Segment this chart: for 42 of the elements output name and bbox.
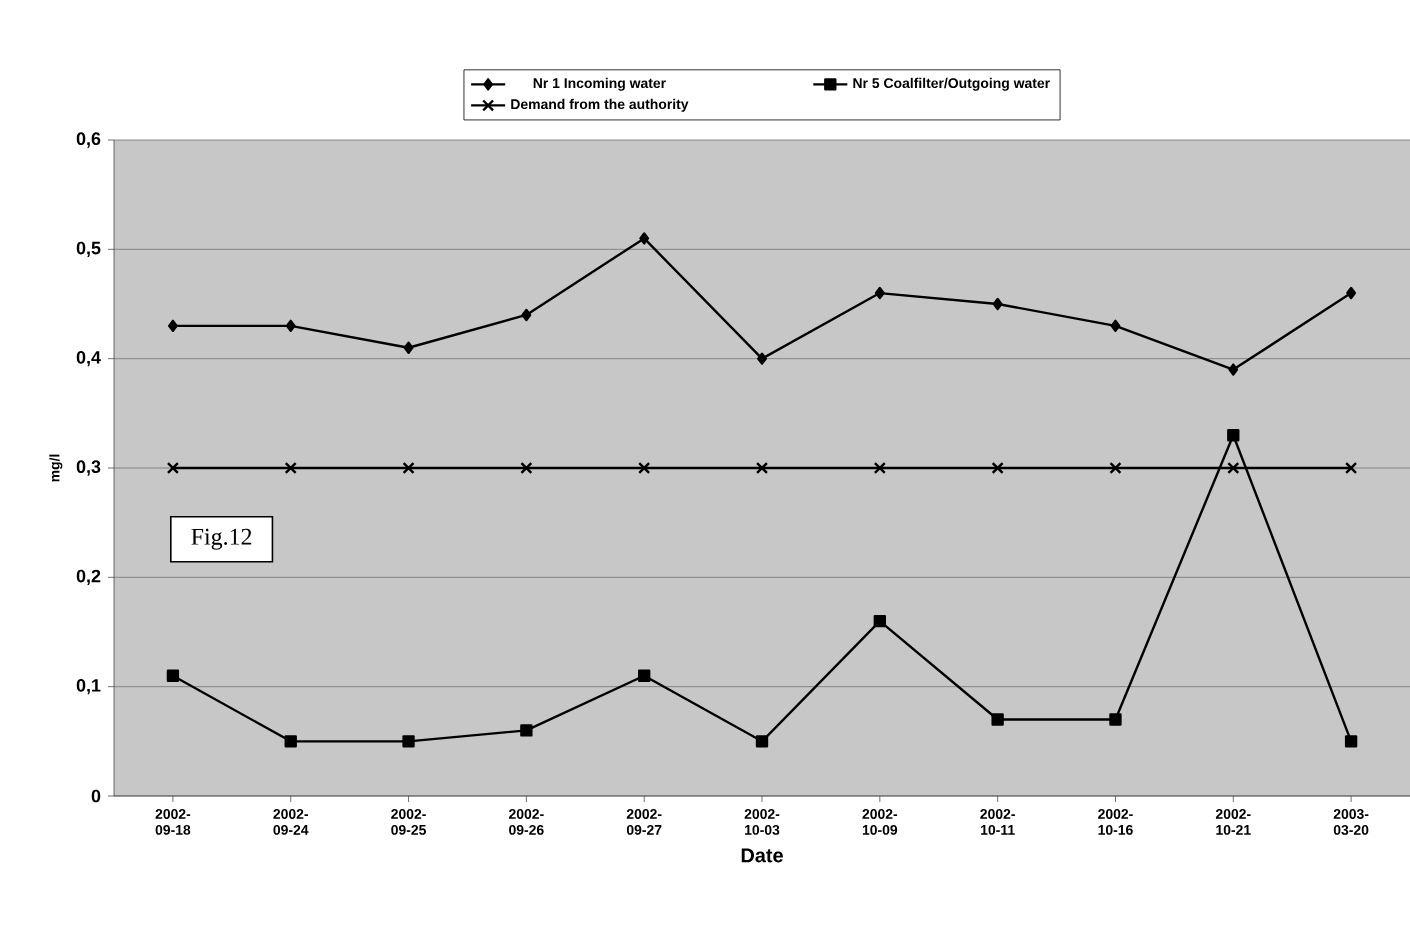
point (639, 232, 650, 245)
point (1344, 735, 1358, 748)
point (1109, 461, 1122, 475)
point (757, 352, 767, 365)
point (521, 308, 532, 322)
point (1228, 363, 1239, 376)
y-tick-label: 0,2 (76, 569, 101, 585)
point (991, 461, 1004, 475)
point (1109, 713, 1122, 726)
point (873, 461, 886, 475)
point (403, 341, 414, 354)
point (638, 461, 651, 475)
annotation: Fig.12 (191, 528, 252, 550)
point (284, 461, 297, 475)
point (991, 713, 1004, 726)
y-tick-label: 0,3 (76, 460, 101, 476)
point (1346, 286, 1357, 300)
point (402, 735, 415, 748)
y-tick-label: 0,4 (76, 351, 101, 367)
point (520, 461, 533, 475)
point (1344, 461, 1358, 475)
point (755, 461, 769, 475)
y-tick-label: 0,6 (76, 132, 101, 148)
point (167, 319, 178, 333)
point (992, 297, 1003, 311)
x-axis-title: Date (741, 848, 783, 863)
point (166, 669, 180, 682)
point (166, 461, 180, 475)
point (402, 461, 415, 475)
point (874, 286, 885, 300)
y-tick-label: 0,1 (76, 679, 101, 695)
point (285, 319, 296, 333)
y-tick-label: 0,5 (76, 241, 101, 257)
point (638, 669, 651, 682)
point (284, 735, 297, 748)
y-tick-label: 0 (91, 789, 101, 803)
point (1227, 461, 1240, 475)
point (1227, 429, 1240, 442)
point (873, 614, 887, 628)
point (1110, 319, 1121, 333)
point (755, 735, 769, 748)
point (520, 724, 533, 737)
